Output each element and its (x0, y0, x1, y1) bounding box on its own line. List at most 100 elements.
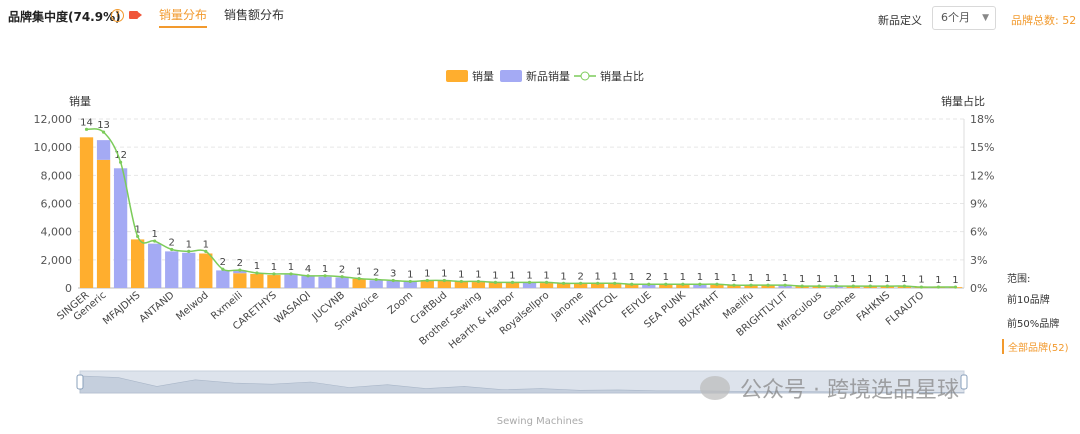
bar-value-label: 1 (663, 272, 669, 283)
ratio-point (425, 278, 429, 283)
ratio-point (323, 274, 327, 278)
chart-bars (79, 137, 963, 288)
y-axis-title-left: 销量 (69, 94, 91, 108)
bar-value-label: 1 (833, 274, 839, 285)
ratio-point (596, 281, 600, 285)
y-tick-right: 0% (970, 282, 987, 295)
bar-new-sales (386, 280, 400, 288)
bar-value-label: 1 (356, 267, 362, 278)
ratio-point (272, 272, 276, 276)
bar-new-sales (165, 251, 179, 288)
bar-value-label: 1 (271, 262, 277, 273)
bar-new-sales (216, 270, 230, 288)
bar-value-label: 1 (952, 275, 958, 286)
bar-value-label: 1 (629, 272, 635, 283)
x-tick-label: Geohee (821, 290, 858, 323)
zoom-handle-right[interactable] (960, 374, 968, 390)
y-tick-left: 0 (65, 282, 72, 295)
bar-new-sales (522, 282, 537, 288)
bar-sales (556, 283, 571, 288)
watermark: 公众号 · 跨境选品星球 (740, 378, 959, 403)
tab-revenue-distribution[interactable]: 销售额分布 (224, 8, 285, 22)
y-tick-right: 15% (970, 141, 994, 154)
bar-value-label: 1 (560, 271, 566, 282)
bar-sales (659, 284, 673, 288)
x-tick-label: Melwod (174, 290, 210, 323)
chart-axes: 0 2,000 4,000 6,000 8,000 10,000 12,000 0% 3% 6% 9… (34, 94, 995, 295)
y-axis-title-right: 销量占比 (941, 94, 985, 108)
bar-sales (539, 283, 554, 288)
ratio-point (885, 284, 889, 288)
help-icon[interactable]: ? (111, 9, 124, 22)
ratio-point (561, 281, 566, 285)
bar-value-label: 1 (543, 270, 549, 281)
bar-sales (420, 280, 434, 288)
ratio-point (476, 279, 481, 284)
range-label: 范围: (1007, 274, 1031, 285)
x-tick-label: Zoom (386, 290, 415, 317)
bar-new-sales (96, 140, 111, 160)
new-product-select-value: 6个月 (941, 11, 970, 24)
wechat-icon (700, 376, 730, 400)
ratio-point (613, 281, 617, 285)
bar-new-sales (182, 252, 196, 288)
zoom-handle-left[interactable] (76, 374, 84, 390)
chart-legend: 销量 新品销量 销量占比 (446, 69, 644, 83)
bar-value-label: 1 (288, 262, 294, 273)
ratio-point (766, 283, 770, 287)
new-product-select[interactable]: 6个月 ▼ (932, 6, 996, 30)
legend-label-new-sales: 新品销量 (526, 69, 570, 83)
ratio-point (340, 275, 344, 279)
bar-sales (454, 281, 469, 288)
ratio-point (459, 279, 463, 284)
bar-value-label: 3 (390, 268, 396, 279)
ratio-point (902, 284, 906, 288)
bar-value-label: 1 (475, 269, 481, 280)
range-option-top10[interactable]: 前10品牌 (1007, 295, 1050, 306)
video-icon[interactable] (129, 11, 142, 19)
range-option-top50pct[interactable]: 前50%品牌 (1007, 319, 1060, 330)
bar-value-label: 1 (697, 272, 703, 283)
bar-sales (96, 159, 111, 288)
bar-value-label: 4 (305, 264, 311, 275)
bar-value-label: 1 (731, 273, 737, 284)
tab-sales-distribution[interactable]: 销量分布 (159, 6, 208, 28)
ratio-point (715, 282, 719, 286)
bar-value-label: 1 (901, 274, 907, 285)
bar-sales (199, 253, 213, 288)
y-tick-left: 4,000 (41, 226, 73, 239)
bar-new-sales (335, 277, 349, 288)
ratio-point (834, 284, 838, 288)
ratio-point (374, 277, 378, 282)
ratio-point (647, 282, 651, 286)
range-option-all[interactable]: 全部品牌(52) (1002, 339, 1069, 354)
bar-sales (267, 275, 281, 288)
bar-value-label: 2 (577, 271, 583, 282)
bar-new-sales (369, 280, 383, 288)
bar-value-label: 1 (799, 274, 805, 285)
ratio-point (442, 278, 446, 283)
bar-sales (233, 273, 247, 288)
ratio-point (408, 279, 412, 284)
ratio-point (170, 247, 174, 252)
bar-new-sales (403, 281, 417, 288)
bar-sales (471, 282, 486, 288)
ratio-point (204, 249, 208, 253)
ratio-point (817, 284, 821, 288)
bar-new-sales (318, 276, 332, 288)
new-product-label: 新品定义 (878, 14, 922, 27)
x-caption: Sewing Machines (496, 416, 584, 427)
bar-new-sales (113, 168, 128, 288)
bar-value-label: 1 (748, 273, 754, 284)
ratio-point (153, 239, 157, 243)
bar-value-label: 1 (850, 274, 856, 285)
ratio-point (681, 282, 685, 286)
y-tick-right: 3% (970, 254, 987, 267)
bar-value-label: 2 (646, 272, 652, 283)
bar-value-label: 1 (884, 274, 890, 285)
bar-value-label: 1 (612, 271, 618, 282)
bar-sales (130, 239, 145, 288)
bar-new-sales (233, 270, 247, 274)
ratio-point (84, 127, 89, 131)
